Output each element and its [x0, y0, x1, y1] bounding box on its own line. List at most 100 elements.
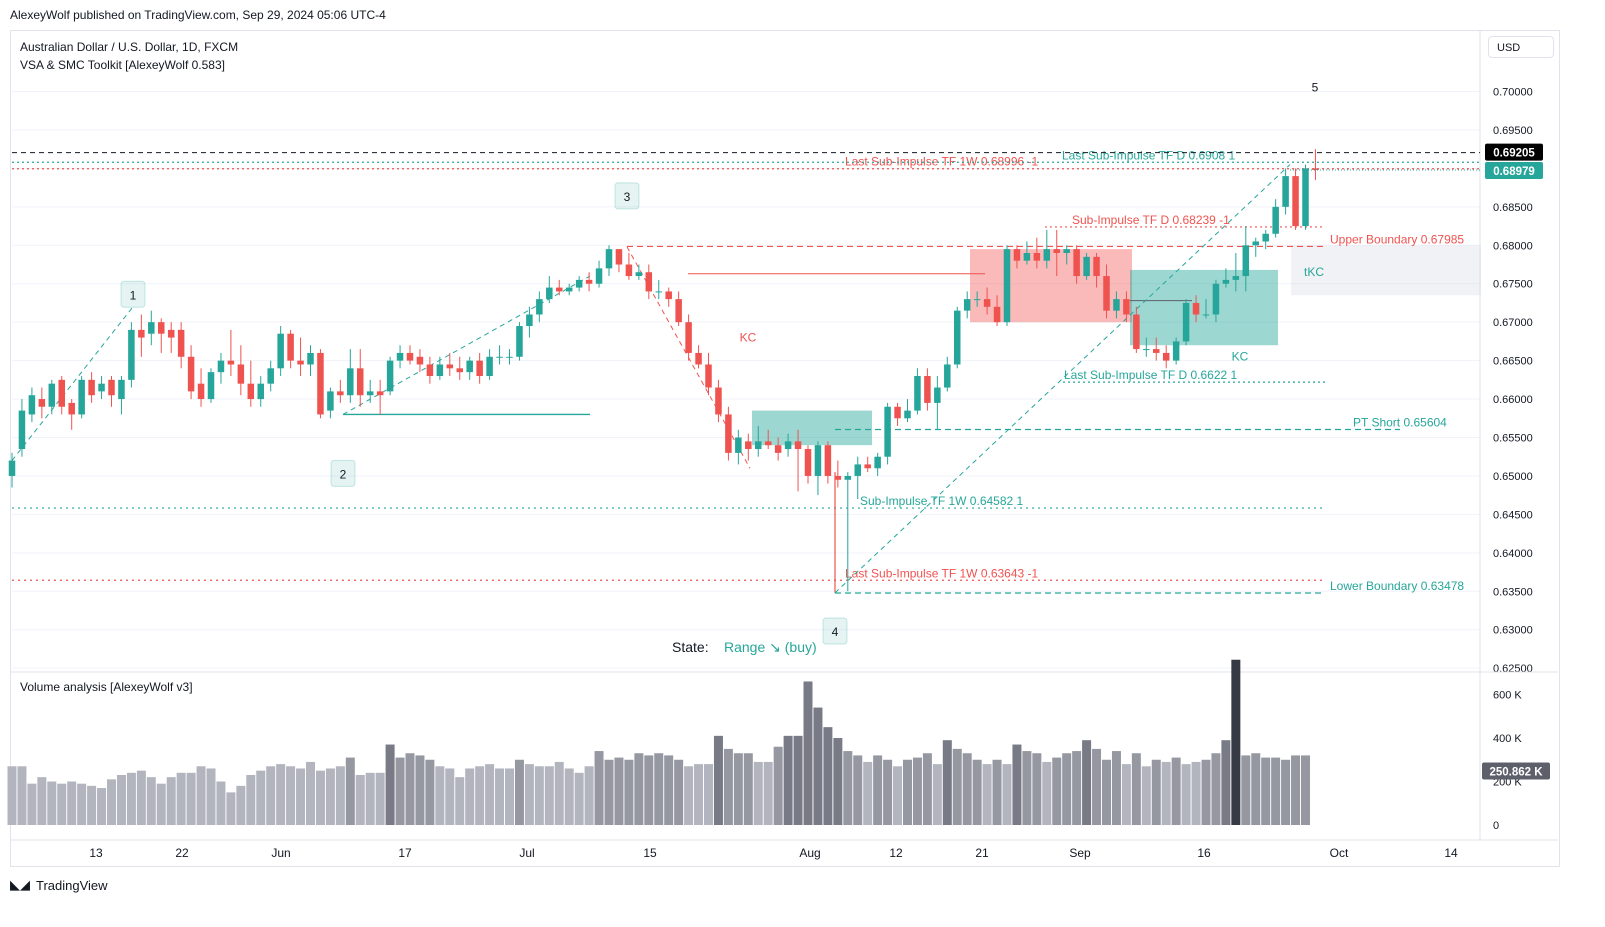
tradingview-logo-icon[interactable]: ◣◢ [10, 877, 30, 892]
candle-body [28, 395, 36, 415]
candle-body [546, 287, 553, 300]
candle-body [556, 287, 563, 292]
x-tick-label: 13 [89, 846, 103, 860]
volume-bar [455, 777, 465, 825]
wave-label: 5 [1312, 81, 1319, 95]
candle-body [635, 272, 643, 277]
candle-body [655, 291, 662, 293]
candle-body [148, 322, 155, 334]
volume-bar [1161, 761, 1171, 825]
candle-body [645, 272, 653, 292]
publish-info: AlexeyWolf published on TradingView.com,… [10, 8, 386, 22]
candle-body [88, 379, 95, 396]
x-tick-label: 21 [975, 846, 989, 860]
candle-body [506, 356, 513, 358]
volume-bar [87, 785, 97, 825]
candle-body [38, 399, 46, 407]
footer-brand[interactable]: TradingView [36, 877, 108, 893]
x-tick-label: 17 [398, 846, 412, 860]
x-tick-label: Jul [519, 846, 534, 860]
volume-bar [17, 766, 27, 825]
volume-bar [495, 768, 505, 825]
tkc-label: tKC [1304, 265, 1324, 279]
volume-bar [1052, 757, 1062, 825]
volume-bar [803, 681, 813, 825]
volume-bar [1221, 740, 1231, 825]
volume-bar [723, 748, 733, 825]
candle-body [526, 314, 533, 327]
candle-body [1153, 349, 1160, 353]
volume-bar [823, 727, 833, 825]
candle-body [1272, 206, 1279, 234]
volume-bar [644, 755, 654, 825]
candle-body [924, 375, 931, 403]
x-tick-label: Jun [271, 846, 290, 860]
volume-bar [1082, 740, 1092, 825]
kc-label: KC [1232, 350, 1249, 364]
candle-body [665, 291, 672, 300]
volume-bar [922, 753, 932, 825]
candle-body [78, 379, 85, 415]
level-label: PT Short 0.65604 [1353, 416, 1447, 430]
volume-bar [166, 777, 176, 825]
volume-bar [1092, 748, 1102, 825]
candle-body [834, 475, 842, 480]
candle-body [993, 306, 1001, 323]
candle-body [565, 287, 573, 292]
candle-body [1282, 176, 1289, 207]
candle-body [1302, 168, 1309, 227]
candle-body [118, 379, 125, 400]
x-tick-label: Aug [799, 846, 820, 860]
volume-bar [425, 759, 435, 825]
volume-tick-label: 0 [1493, 820, 1499, 832]
candle-body [1053, 249, 1060, 253]
wave-label-box [330, 459, 356, 487]
candle-body [1242, 245, 1250, 277]
wave-label-box [614, 182, 640, 210]
candle-body [914, 375, 921, 411]
candle-body [307, 352, 314, 365]
candle-body [187, 356, 195, 392]
volume-bar [67, 781, 77, 825]
y-tick-label: 0.66500 [1493, 356, 1533, 368]
wave-label-box [822, 617, 848, 645]
candle-body [1192, 302, 1200, 315]
volume-bar [107, 779, 116, 825]
volume-bar [485, 764, 495, 825]
candle-body [954, 310, 961, 365]
level-label: Sub-Impulse TF 1W 0.64582 1 [860, 494, 1024, 508]
candle-body [904, 410, 911, 419]
candle-body [128, 329, 135, 380]
y-tick-label: 0.68500 [1493, 202, 1533, 214]
x-tick-label: 22 [175, 846, 189, 860]
volume-bar [654, 753, 664, 825]
volume-panel-title[interactable]: Volume analysis [AlexeyWolf v3] [20, 680, 193, 694]
volume-bar [355, 774, 365, 825]
volume-tick-label: 600 K [1493, 690, 1522, 702]
candle-body [1033, 252, 1041, 261]
currency-selector[interactable]: USD [1488, 36, 1554, 58]
candle-body [824, 445, 832, 476]
current-volume-label: 250.862 K [1489, 766, 1543, 778]
volume-bar [554, 761, 564, 825]
volume-bar [1171, 757, 1181, 825]
volume-bar [37, 777, 47, 825]
candle-body [784, 441, 792, 450]
candle-body [257, 383, 264, 400]
level-label: Last Sub-Impulse TF 1W 0.68996 -1 [845, 155, 1039, 169]
candle-body [675, 299, 682, 323]
candle-body [874, 456, 881, 469]
kc-label: KC [740, 330, 757, 344]
symbol-title: Australian Dollar / U.S. Dollar, 1D, FXC… [20, 40, 239, 54]
volume-bar [833, 738, 843, 825]
volume-bar [1072, 751, 1082, 825]
candle-body [1073, 249, 1080, 277]
volume-bar [505, 768, 514, 825]
volume-bar [7, 766, 17, 825]
candle-body [516, 326, 523, 357]
x-tick-label: 12 [889, 846, 903, 860]
indicator-title[interactable]: VSA & SMC Toolkit [AlexeyWolf 0.583] [20, 58, 225, 72]
candle-body [794, 441, 802, 450]
candle-body [1143, 349, 1150, 351]
